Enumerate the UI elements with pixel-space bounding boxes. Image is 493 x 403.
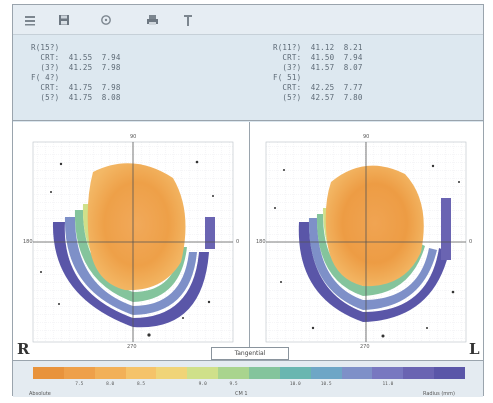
- list-icon[interactable]: [19, 10, 41, 30]
- topography-window: R(15?) CRT: 41.55 7.94 (3?) 41.25 7.98 F…: [12, 4, 484, 397]
- right-axis-right: 0: [469, 239, 473, 245]
- color-swatch: [249, 367, 280, 379]
- scale-value: 9.5: [229, 382, 238, 387]
- scale-value: 9.0: [198, 382, 207, 387]
- color-scale-legend: 7.5 8.0 8.5 9.0 9.5 10.0 10.5 11.0 Absolute CM …: [13, 360, 483, 397]
- right-axis-bottom: 270: [360, 344, 370, 350]
- scale-value: 10.0: [289, 382, 301, 387]
- map-type-tab[interactable]: Tangential: [211, 347, 289, 360]
- left-axis-left: 180: [23, 239, 33, 245]
- topography-maps: 90 270 180 0 90 270 180 0 R L Tangential: [13, 122, 483, 360]
- readout-left-line: (3?) 41.25 7.98: [31, 63, 121, 72]
- color-swatch: [341, 367, 373, 379]
- readout-right-line: R(11?) 41.12 8.21: [273, 43, 363, 52]
- right-axis-left: 180: [256, 239, 266, 245]
- readout-right-line: CRT: 42.25 7.77: [273, 83, 363, 92]
- readout-left-line: CRT: 41.75 7.98: [31, 83, 121, 92]
- color-swatch: [156, 367, 188, 379]
- scale-value: 11.0: [382, 382, 394, 387]
- keratometry-readout: R(15?) CRT: 41.55 7.94 (3?) 41.25 7.98 F…: [13, 35, 483, 121]
- scale-value: 7.5: [75, 382, 84, 387]
- readout-left-line: (5?) 41.75 8.08: [31, 93, 121, 102]
- readout-right-line: (5?) 42.57 7.80: [273, 93, 363, 102]
- legend-unit: Radius (mm): [423, 391, 455, 397]
- right-axis-top: 90: [363, 134, 370, 140]
- legend-step: CM 1: [235, 391, 248, 397]
- right-eye-map[interactable]: [265, 141, 467, 343]
- target-icon[interactable]: [95, 10, 117, 30]
- color-swatch: [434, 367, 466, 379]
- color-swatch: [310, 367, 342, 379]
- color-swatch: [33, 367, 64, 379]
- scale-value: [434, 382, 465, 387]
- readout-right-line: CRT: 41.50 7.94: [273, 53, 363, 62]
- color-scale-values: 7.5 8.0 8.5 9.0 9.5 10.0 10.5 11.0: [33, 382, 465, 387]
- color-swatch: [94, 367, 126, 379]
- color-swatch: [187, 367, 219, 379]
- scale-value: 8.0: [106, 382, 115, 387]
- readout-left-line: F( 4?): [31, 73, 60, 82]
- print-icon[interactable]: [141, 10, 163, 30]
- scale-value: 10.5: [320, 382, 332, 387]
- color-swatch: [125, 367, 157, 379]
- left-axis-bottom: 270: [127, 344, 137, 350]
- readout-right-line: F( 51): [273, 73, 302, 82]
- left-eye-label: L: [469, 340, 480, 358]
- color-swatch: [63, 367, 95, 379]
- measurement-points: [40, 160, 460, 338]
- left-eye-map[interactable]: [32, 141, 234, 343]
- readout-left-line: R(15?): [31, 43, 60, 52]
- scale-value: [249, 382, 280, 387]
- scale-value: [156, 382, 187, 387]
- readout-left-line: CRT: 41.55 7.94: [31, 53, 121, 62]
- color-swatch: [279, 367, 311, 379]
- toolbar: [13, 5, 483, 35]
- scale-value: [342, 382, 373, 387]
- pin-icon[interactable]: [177, 10, 199, 30]
- color-swatch: [372, 367, 404, 379]
- right-eye-label: R: [17, 340, 30, 358]
- scale-value: [403, 382, 434, 387]
- color-swatch: [218, 367, 250, 379]
- map-divider: [249, 122, 250, 360]
- color-swatch: [403, 367, 435, 379]
- left-axis-top: 90: [130, 134, 137, 140]
- save-icon[interactable]: [53, 10, 75, 30]
- color-scale-bar: [33, 367, 466, 379]
- left-axis-right: 0: [236, 239, 240, 245]
- scale-value: 8.5: [136, 382, 146, 387]
- readout-right-line: (3?) 41.57 8.07: [273, 63, 363, 72]
- legend-mode: Absolute: [29, 391, 51, 397]
- scale-value: [33, 382, 64, 387]
